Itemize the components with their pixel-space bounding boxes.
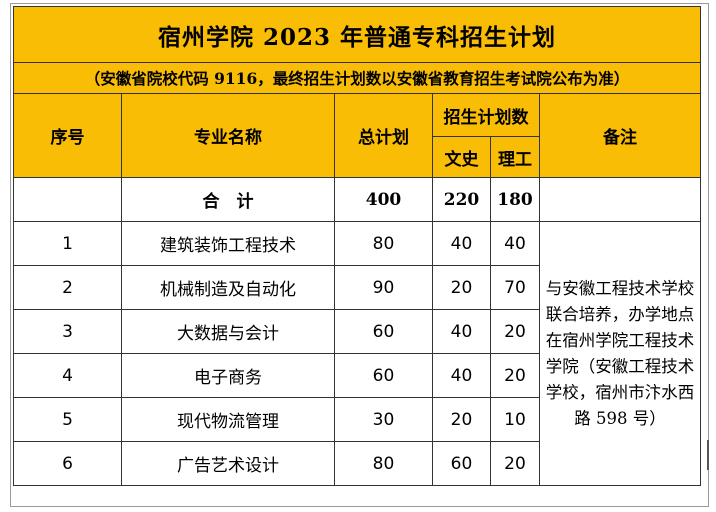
- table-row: 2 机械制造及自动化 90 20 70: [13, 265, 701, 310]
- document-frame: [10, 3, 709, 507]
- table-row: 4 电子商务 60 40 20: [13, 353, 701, 398]
- totals-label: 合 计: [121, 177, 335, 222]
- enrollment-plan-table: 宿州学院 2023 年普通专科招生计划 （安徽省院校代码 9116，最终招生计划…: [13, 6, 701, 486]
- row-seq: 5: [13, 397, 122, 442]
- row-arts: 20: [432, 265, 491, 310]
- table-row: 3 大数据与会计 60 40 20: [13, 309, 701, 354]
- header-total: 总计划: [334, 93, 433, 178]
- table-row: 1 建筑装饰工程技术 80 40 40 与安徽工程技术学校联合培养，办学地点在宿…: [13, 221, 701, 486]
- row-seq: 4: [13, 353, 122, 398]
- totals-science: 180: [490, 177, 540, 222]
- row-major: 广告艺术设计: [121, 441, 335, 486]
- header-major: 专业名称: [121, 93, 335, 178]
- row-science: 10: [490, 397, 540, 442]
- table-subtitle: （安徽省院校代码 9116，最终招生计划数以安徽省教育招生考试院公布为准）: [13, 62, 701, 94]
- table-title: 宿州学院 2023 年普通专科招生计划: [13, 6, 701, 63]
- row-arts: 20: [432, 397, 491, 442]
- row-science: 20: [490, 441, 540, 486]
- row-seq: 2: [13, 265, 122, 310]
- row-arts: 40: [432, 353, 491, 398]
- row-seq: 1: [13, 221, 122, 266]
- header-note: 备注: [539, 93, 701, 178]
- header-seq: 序号: [13, 93, 122, 178]
- row-science: 70: [490, 265, 540, 310]
- header-arts: 文史: [432, 136, 491, 178]
- row-total: 80: [334, 441, 433, 486]
- header-science: 理工: [490, 136, 540, 178]
- table-row: 5 现代物流管理 30 20 10: [13, 397, 701, 442]
- note-cell: 与安徽工程技术学校联合培养，办学地点在宿州学院工程技术学院（安徽工程技术学校，宿…: [539, 221, 701, 486]
- row-major: 建筑装饰工程技术: [121, 221, 335, 266]
- row-major: 电子商务: [121, 353, 335, 398]
- row-total: 60: [334, 309, 433, 354]
- totals-row: 合 计 400 220 180: [13, 177, 701, 222]
- row-total: 80: [334, 221, 433, 266]
- row-seq: 6: [13, 441, 122, 486]
- header-plan: 招生计划数: [432, 93, 540, 137]
- row-science: 20: [490, 309, 540, 354]
- totals-seq: [13, 177, 122, 222]
- edge-marker: [707, 440, 709, 470]
- row-major: 现代物流管理: [121, 397, 335, 442]
- row-arts: 60: [432, 441, 491, 486]
- row-arts: 40: [432, 309, 491, 354]
- row-arts: 40: [432, 221, 491, 266]
- row-major: 机械制造及自动化: [121, 265, 335, 310]
- row-major: 大数据与会计: [121, 309, 335, 354]
- totals-total: 400: [334, 177, 433, 222]
- table-row: 6 广告艺术设计 80 60 20: [13, 441, 701, 486]
- row-total: 60: [334, 353, 433, 398]
- totals-arts: 220: [432, 177, 491, 222]
- row-total: 90: [334, 265, 433, 310]
- row-science: 20: [490, 353, 540, 398]
- row-science: 40: [490, 221, 540, 266]
- row-seq: 3: [13, 309, 122, 354]
- totals-note: [539, 177, 701, 222]
- row-total: 30: [334, 397, 433, 442]
